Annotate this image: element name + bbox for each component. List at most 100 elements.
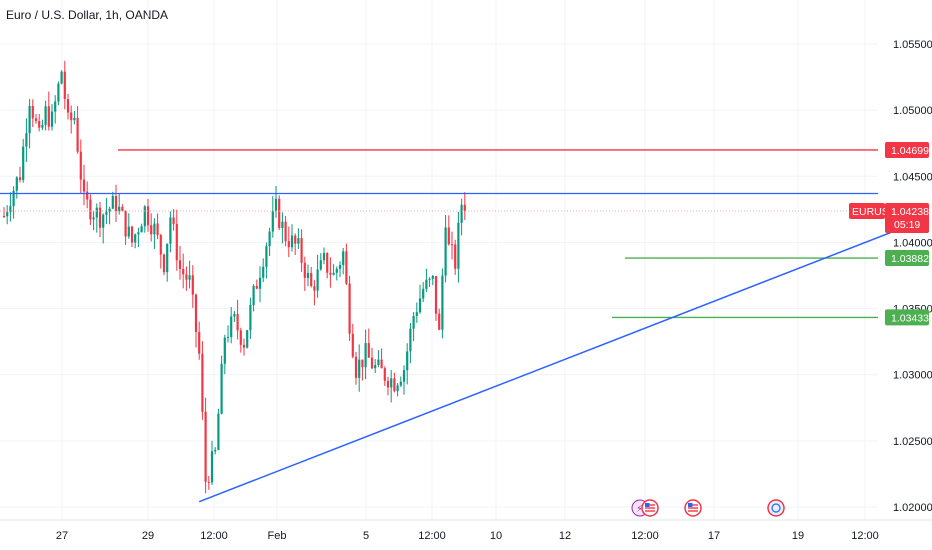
candle-body: [220, 363, 223, 414]
candle-body: [230, 316, 233, 337]
price-axis-label: 1.05500: [893, 39, 932, 51]
candle-body: [236, 313, 239, 331]
candle-body: [316, 269, 319, 291]
candle-body: [108, 208, 111, 212]
candle-body: [306, 273, 310, 278]
candle-body: [319, 260, 322, 270]
candle-body: [364, 343, 367, 368]
candle-body: [447, 227, 450, 245]
lightning-glyph: ⚡: [636, 504, 643, 515]
time-axis-label: 19: [792, 530, 804, 542]
candle-body: [76, 117, 79, 152]
candle-body: [268, 231, 271, 247]
candle-body: [25, 133, 28, 147]
candle-body: [178, 260, 182, 269]
candle-body: [255, 285, 258, 289]
price-axis-label: 1.04500: [893, 171, 932, 183]
candle-body: [367, 343, 370, 358]
support-2-tag: [885, 309, 929, 326]
candle-body: [2, 215, 6, 217]
candle-body: [150, 225, 153, 235]
candle-body: [335, 268, 338, 273]
candle-body: [412, 316, 415, 329]
candle-body: [223, 337, 226, 364]
candle-body: [34, 118, 38, 122]
price-axis-label: 1.05000: [893, 105, 932, 117]
candle-body: [162, 254, 166, 273]
candle-body: [310, 273, 313, 287]
candle-body: [201, 353, 204, 412]
time-axis-label: 12:00: [418, 530, 446, 542]
candle-body: [114, 195, 118, 211]
candle-body: [38, 121, 41, 128]
candle-body: [361, 359, 364, 368]
candle-body: [399, 381, 402, 386]
candle-body: [214, 449, 217, 452]
candle-body: [60, 71, 63, 84]
candle-body: [86, 191, 89, 200]
candle-body: [281, 221, 284, 229]
candle-body: [428, 278, 431, 280]
price-axis-label: 1.04000: [893, 237, 932, 249]
candle-body: [242, 344, 246, 348]
chart-title: Euro / U.S. Dollar, 1h, OANDA: [6, 8, 169, 22]
candle-body: [303, 262, 306, 278]
candle-body: [130, 226, 134, 243]
time-axis-label: 27: [56, 530, 68, 542]
candle-body: [249, 305, 252, 331]
candle-body: [217, 413, 220, 450]
candle-body: [287, 241, 290, 248]
candle-body: [89, 199, 92, 220]
candle-body: [274, 198, 278, 212]
candle-body: [406, 351, 409, 371]
time-axis-label: 5: [363, 530, 369, 542]
flag-canton: [688, 503, 693, 507]
candle-body: [450, 244, 454, 246]
candle-body: [156, 223, 159, 236]
candle-body: [390, 378, 393, 388]
candle-body: [98, 207, 102, 228]
flag-canton: [645, 503, 650, 507]
candle-body: [182, 268, 185, 275]
globe-icon[interactable]: [767, 499, 785, 517]
candle-body: [329, 272, 332, 275]
candle-body: [425, 279, 428, 289]
candle-body: [140, 226, 143, 233]
globe-inner: [771, 503, 781, 513]
candle-body: [284, 221, 287, 242]
candle-body: [294, 235, 297, 244]
candle-body: [418, 298, 422, 313]
candle-body: [102, 214, 105, 228]
candle-body: [422, 288, 425, 299]
trendline[interactable]: [198, 231, 893, 503]
candle-body: [28, 105, 31, 134]
candle-body: [374, 364, 377, 369]
time-axis-label: 12: [559, 530, 571, 542]
candle-body: [57, 83, 60, 102]
time-axis-label: 29: [142, 530, 154, 542]
candle-body: [172, 217, 175, 224]
candle-body: [239, 330, 242, 345]
support-1-tag: [885, 250, 929, 267]
candle-body: [175, 223, 178, 261]
time-axis-label: 17: [708, 530, 720, 542]
price-axis-label: 1.03000: [893, 370, 932, 382]
candle-body: [18, 177, 22, 180]
candle-body: [262, 266, 265, 278]
candle-body: [44, 106, 47, 125]
candle-body: [370, 357, 374, 369]
countdown-label: 05:19: [894, 219, 920, 231]
candle-body: [153, 223, 156, 235]
candle-body: [204, 411, 207, 482]
candle-body: [338, 265, 342, 269]
resistance-tag: [885, 141, 929, 158]
candle-body: [22, 146, 25, 180]
candle-body: [66, 99, 70, 113]
candle-body: [386, 380, 390, 388]
candle-body: [191, 275, 194, 295]
candle-body: [351, 333, 354, 357]
candle-body: [143, 206, 146, 227]
resistance-tag-label: 1.04699: [891, 145, 929, 157]
candle-body: [31, 105, 34, 119]
